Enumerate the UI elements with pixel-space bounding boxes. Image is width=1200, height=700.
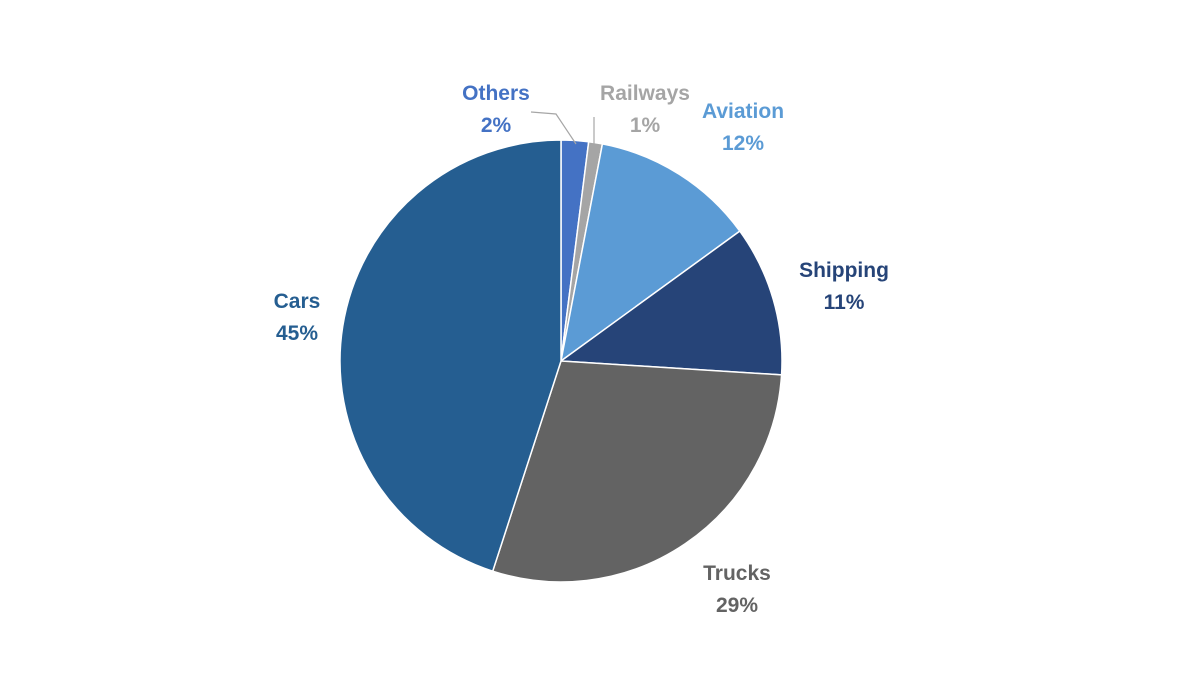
value-label-trucks: 29% [716,594,758,617]
label-others: Others [462,82,530,105]
leader-lines [530,111,595,145]
slice-trucks [491,360,783,583]
slice-aviation [559,143,741,363]
value-label-others: 2% [481,114,512,137]
label-trucks: Trucks [703,562,771,585]
data-labels: Others 2% Railways 1% Aviation 12% Shipping 11%… [274,82,889,617]
value-label-cars: 45% [276,322,318,345]
label-cars: Cars [274,290,321,313]
value-label-shipping: 11% [824,291,865,314]
label-aviation: Aviation [702,100,784,123]
value-label-aviation: 12% [722,132,764,155]
leader-line-others [530,111,577,145]
value-label-railways: 1% [630,114,661,137]
pie-slices [339,139,783,583]
slice-shipping [558,230,783,376]
slice-cars [339,139,562,573]
label-shipping: Shipping [799,259,889,282]
label-railways: Railways [600,82,690,105]
